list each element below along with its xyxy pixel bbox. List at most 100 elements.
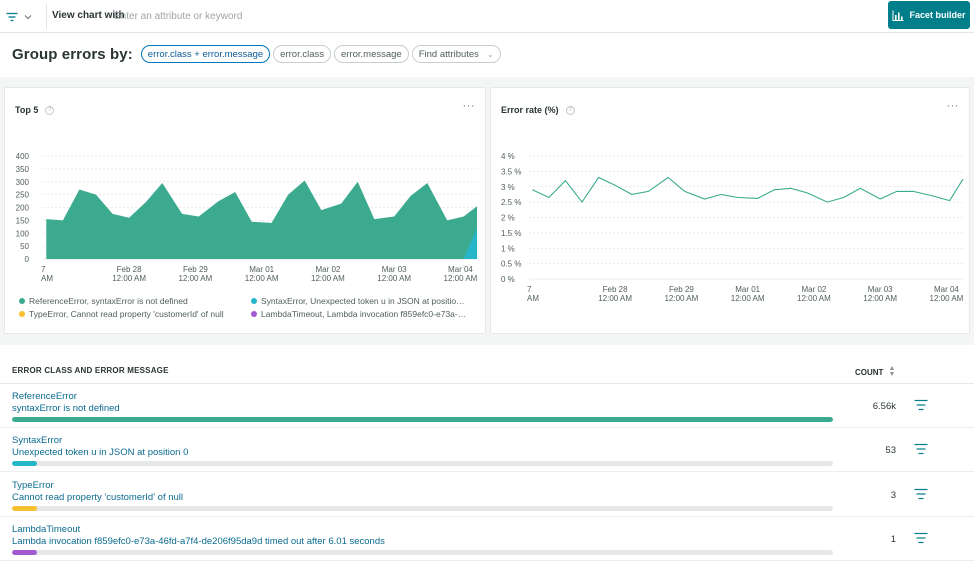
error-message-link[interactable]: Unexpected token u in JSON at position 0 — [12, 447, 189, 458]
find-attributes-dropdown[interactable]: Find attributes ⌄ — [411, 45, 501, 63]
top5-chart-panel: Top 5 ? ··· 0 50 100 150 200 250 300 350 400 7 AM F… — [4, 87, 486, 334]
legend-label: SyntaxError, Unexpected token u in JSON … — [261, 296, 465, 306]
legend-dot — [19, 298, 25, 304]
filter-icon[interactable] — [914, 532, 928, 544]
facet-builder-label: Facet builder — [909, 10, 966, 20]
x-tick-label: Mar 04 12:00 AM — [930, 285, 964, 303]
error-count: 6.56k — [872, 401, 896, 412]
x-tick-label: Mar 02 12:00 AM — [311, 265, 345, 283]
y-tick-label: 0 — [25, 255, 30, 264]
error-message-link[interactable]: syntaxError is not defined — [12, 403, 120, 414]
error-count: 53 — [885, 445, 896, 456]
group-pill-message[interactable]: error.message — [334, 45, 409, 63]
table-row: ReferenceError syntaxError is not defined… — [0, 384, 974, 428]
legend-label: ReferenceError, syntaxError is not defin… — [29, 296, 188, 306]
legend-item-syntax[interactable]: SyntaxError, Unexpected token u in JSON … — [251, 296, 479, 306]
facet-builder-button[interactable]: Facet builder — [888, 1, 970, 29]
error-rate-chart-panel: Error rate (%) ? ··· 0 % 0.5 % 1 % 1.5 % 2 %… — [490, 87, 970, 334]
chevron-down-icon — [24, 15, 32, 20]
find-attributes-label: Find attributes — [418, 48, 479, 60]
x-tick-label: Mar 04 12:00 AM — [444, 265, 478, 283]
help-icon[interactable]: ? — [565, 105, 575, 115]
group-by-title: Group errors by: — [12, 45, 133, 63]
y-tick-label: 4 % — [501, 152, 515, 161]
x-tick-label: Feb 29 12:00 AM — [178, 265, 212, 283]
error-class-link[interactable]: LambdaTimeout — [12, 524, 81, 535]
series-area — [46, 180, 478, 259]
group-pill-class-message[interactable]: error.class + error.message — [140, 45, 271, 63]
x-tick-label: Mar 02 12:00 AM — [797, 285, 831, 303]
error-rate-line-chart: 0 % 0.5 % 1 % 1.5 % 2 % 2.5 % 3 % 3.5 % 4 % 7 AM Fe… — [501, 152, 964, 303]
sort-icon: ▲ ▼ — [888, 365, 896, 378]
filter-menu-button[interactable] — [6, 7, 42, 27]
count-bar — [12, 550, 833, 555]
top5-title-text: Top 5 — [15, 105, 39, 115]
count-bar — [12, 461, 833, 466]
x-tick-label: Mar 03 12:00 AM — [863, 285, 897, 303]
y-tick-label: 50 — [20, 242, 29, 251]
divider — [46, 4, 47, 29]
x-tick-label: Feb 28 12:00 AM — [598, 285, 632, 303]
table-row: TypeError Cannot read property 'customerI… — [0, 473, 974, 517]
table-row: SyntaxError Unexpected token u in JSON at… — [0, 428, 974, 472]
y-tick-label: 0 % — [501, 275, 515, 284]
y-tick-label: 400 — [16, 152, 30, 161]
legend-item-type[interactable]: TypeError, Cannot read property 'custome… — [19, 309, 247, 319]
count-bar — [12, 506, 833, 511]
filter-icon[interactable] — [914, 443, 928, 455]
y-tick-label: 2 % — [501, 214, 515, 223]
legend-item-lambda[interactable]: LambdaTimeout, Lambda invocation f859efc… — [251, 309, 479, 319]
error-count: 3 — [890, 490, 896, 501]
series-line — [532, 176, 964, 204]
y-tick-label: 3 % — [501, 183, 515, 192]
count-bar-fill — [12, 550, 37, 555]
y-tick-label: 200 — [16, 204, 30, 213]
count-header-label: COUNT — [855, 367, 884, 377]
group-pill-class[interactable]: error.class — [273, 45, 331, 63]
help-icon[interactable]: ? — [45, 105, 55, 115]
x-tick-label: Feb 28 12:00 AM — [112, 265, 146, 283]
error-class-link[interactable]: SyntaxError — [12, 435, 63, 446]
x-tick-label: Mar 01 12:00 AM — [731, 285, 765, 303]
error-rate-title: Error rate (%) ? — [501, 105, 575, 115]
filter-icon[interactable] — [914, 399, 928, 411]
error-message-link[interactable]: Cannot read property 'customerId' of nul… — [12, 492, 184, 503]
series-area — [447, 228, 477, 259]
legend-dot — [19, 311, 25, 317]
error-class-link[interactable]: TypeError — [12, 480, 54, 491]
more-options-icon[interactable]: ··· — [946, 100, 959, 112]
x-tick-label: 7 AM — [41, 265, 53, 283]
y-tick-label: 1.5 % — [501, 229, 521, 238]
view-chart-with-label: View chart with — [52, 10, 125, 21]
legend-dot — [251, 311, 257, 317]
x-tick-label: 7 AM — [527, 285, 539, 303]
x-tick-label: Feb 29 12:00 AM — [664, 285, 698, 303]
top5-area-chart: 0 50 100 150 200 250 300 350 400 7 AM Feb 28 12:00 A… — [16, 152, 478, 283]
attribute-search-input[interactable] — [114, 6, 514, 26]
table-header: ERROR CLASS AND ERROR MESSAGE COUNT ▲ ▼ — [0, 360, 974, 384]
y-tick-label: 300 — [16, 178, 30, 187]
group-by-row: Group errors by: error.class + error.mes… — [12, 44, 501, 64]
legend-label: TypeError, Cannot read property 'custome… — [29, 309, 224, 319]
column-header-error: ERROR CLASS AND ERROR MESSAGE — [12, 366, 169, 375]
legend-dot — [251, 298, 257, 304]
column-header-count[interactable]: COUNT ▲ ▼ — [855, 365, 896, 378]
more-options-icon[interactable]: ··· — [462, 100, 475, 112]
x-tick-label: Mar 03 12:00 AM — [377, 265, 411, 283]
y-tick-label: 150 — [16, 216, 30, 225]
y-tick-label: 3.5 % — [501, 167, 521, 176]
error-class-link[interactable]: ReferenceError — [12, 391, 77, 402]
top-bar: View chart with Facet builder — [0, 0, 974, 33]
y-tick-label: 250 — [16, 191, 30, 200]
error-count: 1 — [890, 534, 896, 545]
legend-item-reference[interactable]: ReferenceError, syntaxError is not defin… — [19, 296, 244, 306]
error-rate-title-text: Error rate (%) — [501, 105, 559, 115]
error-message-link[interactable]: Lambda invocation f859efc0-e73a-46fd-a7f… — [12, 536, 385, 547]
y-tick-label: 100 — [16, 229, 30, 238]
count-bar-fill — [12, 506, 37, 511]
top5-title: Top 5 ? — [15, 105, 55, 115]
filter-icon[interactable] — [914, 488, 928, 500]
table-row: LambdaTimeout Lambda invocation f859efc0-… — [0, 517, 974, 561]
y-tick-label: 350 — [16, 165, 30, 174]
chevron-down-icon: ⌄ — [486, 49, 494, 59]
